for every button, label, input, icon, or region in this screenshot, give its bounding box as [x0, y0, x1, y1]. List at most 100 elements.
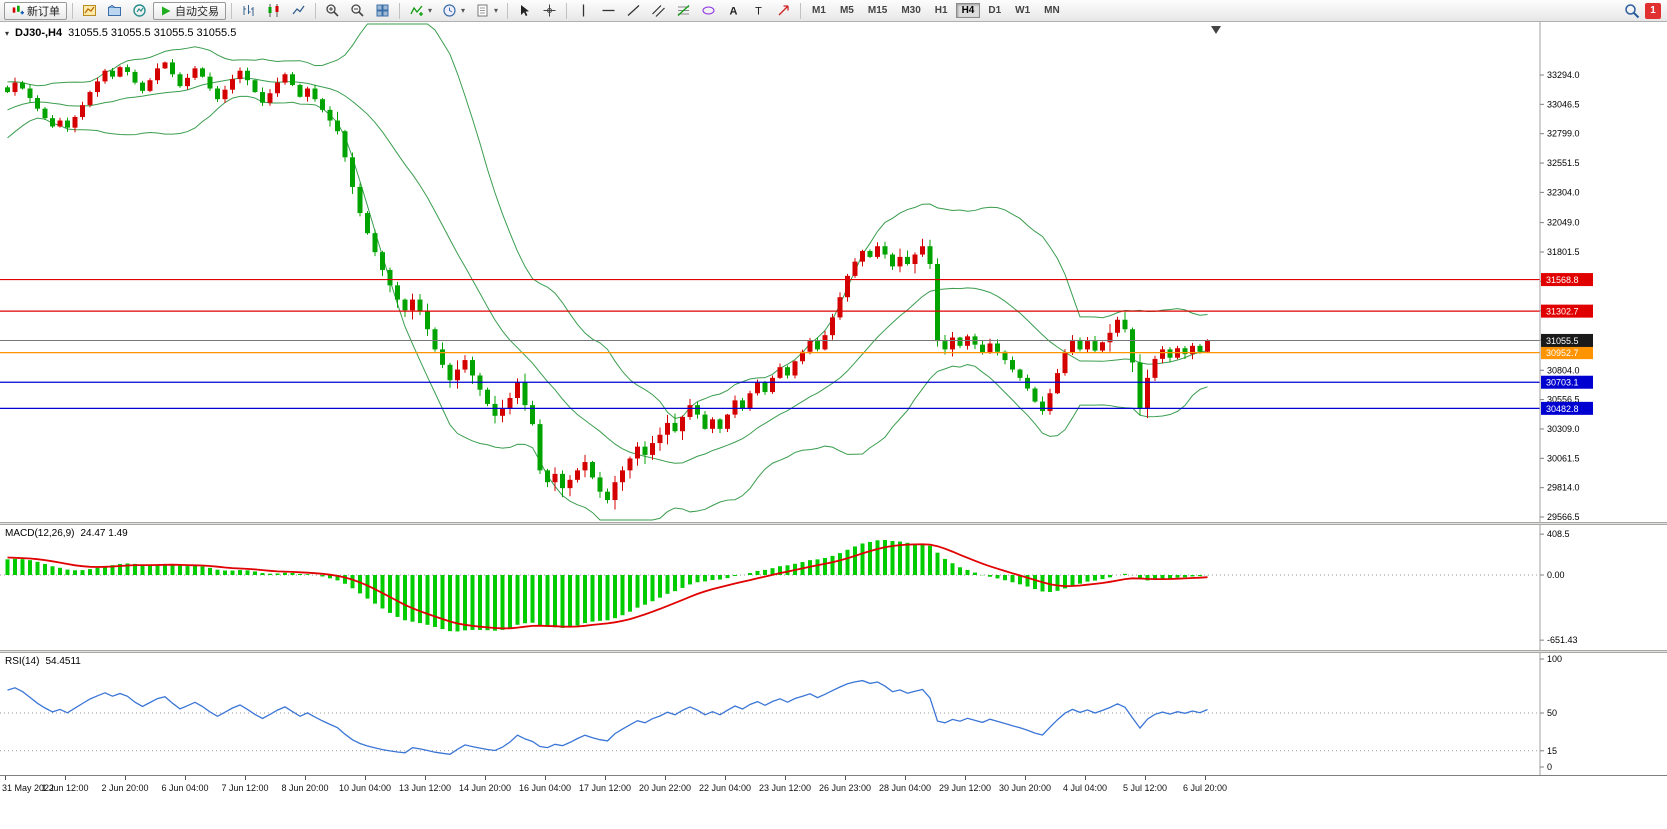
cursor-button[interactable]: [513, 2, 536, 20]
channel-button[interactable]: [647, 2, 670, 20]
time-label: 1 Jun 12:00: [41, 783, 89, 793]
crosshair-button[interactable]: [538, 2, 561, 20]
price-chart-canvas[interactable]: 33294.0 33046.5 32799.0 32551.5 32304.0 32049…: [0, 22, 1667, 522]
line-chart-button[interactable]: [287, 2, 310, 20]
separator: [72, 2, 73, 19]
svg-text:30556.5: 30556.5: [1547, 395, 1580, 405]
timeframe-mn[interactable]: MN: [1038, 3, 1066, 18]
time-tick: [785, 776, 786, 780]
template-icon: [477, 4, 488, 17]
svg-text:0: 0: [1547, 762, 1552, 772]
svg-text:33046.5: 33046.5: [1547, 99, 1580, 109]
time-tick: [905, 776, 906, 780]
zoom-out-icon: [351, 4, 364, 17]
rsi-panel: RSI(14) 54.4511 100 50 15 0: [0, 653, 1667, 775]
timeframe-m15[interactable]: M15: [862, 3, 893, 18]
chart-title: ▾ DJ30-,H4 31055.5 31055.5 31055.5 31055…: [5, 27, 236, 39]
rsi-label: RSI(14): [5, 656, 40, 667]
timeframe-h1[interactable]: H1: [929, 3, 954, 18]
macd-panel: MACD(12,26,9) 24.47 1.49 408.5 0.00 -651.4…: [0, 525, 1667, 650]
time-label: 14 Jun 20:00: [458, 783, 512, 793]
horizontal-line-button[interactable]: [597, 2, 620, 20]
tile-windows-button[interactable]: [371, 2, 394, 20]
label-tool-icon: T: [755, 6, 762, 18]
vertical-line-button[interactable]: [572, 2, 595, 20]
time-label: 31 May 2022: [2, 783, 55, 793]
separator: [399, 2, 400, 19]
zoom-in-button[interactable]: [321, 2, 344, 20]
timeframe-m30[interactable]: M30: [895, 3, 926, 18]
timeframe-d1[interactable]: D1: [982, 3, 1007, 18]
notification-badge[interactable]: 1: [1645, 2, 1661, 19]
time-label: 4 Jul 04:00: [1062, 783, 1108, 793]
arrows-tool-button[interactable]: [772, 2, 795, 20]
cursor-icon: [521, 5, 530, 16]
svg-text:100: 100: [1547, 654, 1562, 664]
time-label: 7 Jun 12:00: [221, 783, 269, 793]
time-label: 10 Jun 04:00: [338, 783, 392, 793]
line-chart-icon: [292, 5, 305, 15]
svg-text:31055.5: 31055.5: [1546, 336, 1579, 346]
time-axis[interactable]: 31 May 2022 1 Jun 12:00 2 Jun 20:00 6 Jun 0…: [0, 775, 1667, 800]
svg-text:50: 50: [1547, 708, 1557, 718]
time-label: 13 Jun 12:00: [398, 783, 452, 793]
time-label: 2 Jun 20:00: [101, 783, 149, 793]
symbol-menu-icon[interactable]: ▾: [5, 28, 10, 38]
svg-text:T: T: [755, 6, 762, 18]
bar-chart-button[interactable]: [237, 2, 260, 20]
new-order-button[interactable]: 新订单: [4, 1, 67, 20]
templates-button[interactable]: ▾: [471, 2, 502, 20]
horizontal-line-icon: [602, 9, 615, 12]
time-tick: [65, 776, 66, 780]
time-tick: [125, 776, 126, 780]
time-tick: [965, 776, 966, 780]
candlestick-chart-button[interactable]: [262, 2, 285, 20]
label-tool-button[interactable]: T: [747, 2, 770, 20]
fibonacci-icon: [677, 5, 690, 16]
svg-text:32799.0: 32799.0: [1547, 129, 1580, 139]
clock-icon: [443, 4, 456, 17]
time-tick: [5, 776, 6, 780]
timeframe-m1[interactable]: M1: [806, 3, 832, 18]
autotrading-play-icon: [162, 6, 171, 15]
time-tick: [485, 776, 486, 780]
time-label: 17 Jun 12:00: [578, 783, 632, 793]
market-watch-button[interactable]: [128, 2, 151, 20]
trendline-button[interactable]: [622, 2, 645, 20]
panel-splitter[interactable]: [0, 650, 1667, 653]
new-chart-button[interactable]: [78, 2, 101, 20]
tile-windows-icon: [376, 4, 389, 17]
separator: [566, 2, 568, 19]
panel-splitter[interactable]: [0, 522, 1667, 525]
chevron-down-icon: ▾: [461, 6, 466, 15]
time-tick: [605, 776, 606, 780]
time-label: 22 Jun 04:00: [698, 783, 752, 793]
profiles-button[interactable]: [103, 2, 126, 20]
time-label: 23 Jun 12:00: [758, 783, 812, 793]
svg-text:30061.5: 30061.5: [1547, 453, 1580, 463]
indicators-button[interactable]: ▾: [405, 2, 436, 20]
candlestick-chart-icon: [268, 4, 279, 17]
timeframe-w1[interactable]: W1: [1009, 3, 1036, 18]
svg-text:31302.7: 31302.7: [1546, 307, 1579, 317]
bar-chart-icon: [243, 5, 254, 16]
periods-button[interactable]: ▾: [438, 2, 469, 20]
new-order-label: 新订单: [27, 5, 60, 18]
rsi-canvas[interactable]: 100 50 15 0: [0, 653, 1667, 775]
svg-text:30804.0: 30804.0: [1547, 365, 1580, 375]
toolbar: 新订单 自动交易: [0, 0, 1667, 22]
macd-canvas[interactable]: 408.5 0.00 -651.43: [0, 525, 1667, 650]
shapes-button[interactable]: [697, 2, 720, 20]
autotrading-button[interactable]: 自动交易: [153, 1, 226, 20]
text-tool-button[interactable]: A: [722, 2, 745, 20]
symbol-period-label: DJ30-,H4: [15, 27, 63, 39]
svg-text:31568.8: 31568.8: [1546, 275, 1579, 285]
timeframe-m5[interactable]: M5: [834, 3, 860, 18]
chevron-down-icon: ▾: [428, 6, 433, 15]
timeframe-h4[interactable]: H4: [955, 3, 981, 18]
new-order-icon: [12, 5, 24, 15]
zoom-out-button[interactable]: [346, 2, 369, 20]
svg-text:15: 15: [1547, 746, 1557, 756]
fibonacci-button[interactable]: [672, 2, 695, 20]
search-icon[interactable]: [1624, 3, 1640, 19]
